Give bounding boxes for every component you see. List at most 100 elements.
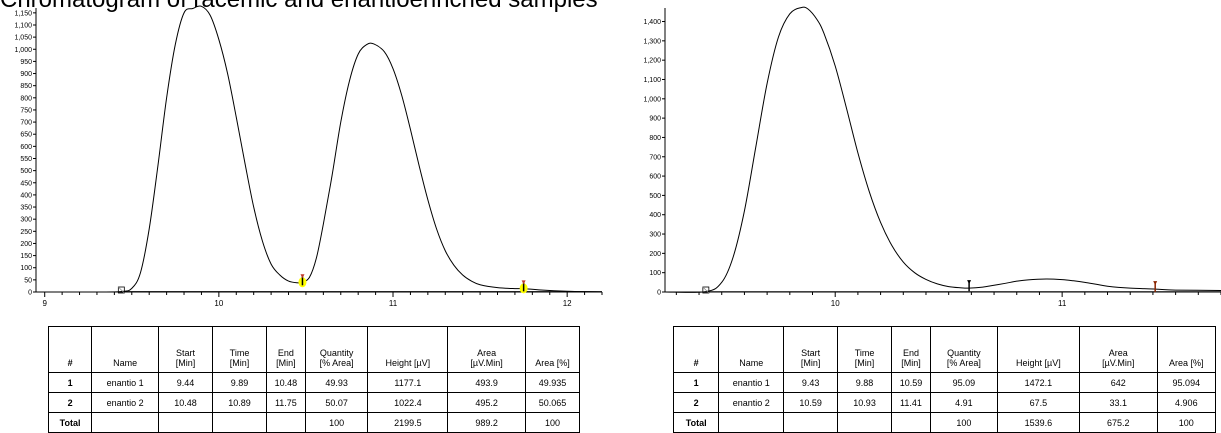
table-cell: 1022.4 [367, 392, 449, 413]
y-tick-label: 400 [649, 212, 661, 219]
table-cell: 9.88 [837, 372, 893, 393]
y-tick-label: 800 [20, 95, 32, 102]
table-cell: 1472.1 [996, 372, 1080, 393]
y-tick-label: 100 [649, 270, 661, 277]
table-cell: 50.065 [524, 392, 581, 413]
table-cell: 11.41 [891, 392, 931, 413]
peak-boundary-arrow [300, 274, 305, 279]
table-header-cell: Time [Min] [837, 326, 893, 373]
results-table-racemic: # Name Start [Min] Time [Min] End [Min] Quantity… [47, 326, 581, 433]
table-cell [265, 412, 306, 433]
table-cell: enantio 1 [91, 372, 160, 393]
table-cell: 100 [929, 412, 998, 433]
y-tick-label: 1,200 [643, 58, 661, 65]
table-cell: 495.2 [447, 392, 526, 413]
table-cell: 67.5 [996, 392, 1080, 413]
table-header-cell: Height [µV] [367, 326, 449, 373]
chromatogram-trace [664, 6, 1221, 293]
table-header-cell: # [672, 326, 720, 373]
table-cell [212, 412, 267, 433]
y-tick-label: 550 [20, 156, 32, 163]
x-tick-label: 11 [389, 299, 398, 308]
y-tick-label: 1,000 [643, 96, 661, 103]
y-tick-label: 300 [20, 217, 32, 224]
table-cell: 2199.5 [367, 412, 449, 433]
y-tick-label: 700 [649, 154, 661, 161]
y-tick-label: 900 [20, 71, 32, 78]
table-cell: 675.2 [1078, 412, 1158, 433]
chromatogram-racemic: 0 50 100 150 200 250 300 350 400 450 500 550 600 650 7… [14, 5, 603, 308]
table-header-cell: Quantity [% Area] [304, 326, 369, 373]
y-tick-label: 200 [20, 241, 32, 248]
y-tick-label: 450 [20, 180, 32, 187]
table-cell [837, 412, 893, 433]
table-row: 1 enantio 1 9.44 9.89 10.48 49.93 1177.1 493.9 4… [47, 372, 581, 393]
table-header-cell: Area [µV.Min] [1078, 326, 1158, 373]
y-tick-label: 800 [649, 135, 661, 142]
table-cell: 50.07 [304, 392, 369, 413]
table-header-cell: Area [µV.Min] [447, 326, 526, 373]
y-tick-label: 600 [20, 144, 32, 151]
results-table-enriched: # Name Start [Min] Time [Min] End [Min] Quantity… [672, 326, 1217, 433]
table-cell: enantio 1 [718, 372, 785, 393]
y-tick-label: 600 [649, 174, 661, 181]
y-tick-label: 100 [20, 265, 32, 272]
peak-start-marker-cross [702, 286, 710, 294]
table-header-cell: # [47, 326, 93, 373]
table-header-row: # Name Start [Min] Time [Min] End [Min] Quantity… [47, 326, 581, 373]
table-header-cell: Time [Min] [212, 326, 267, 373]
peak-start-marker-cross [118, 286, 125, 294]
table-cell: 1539.6 [996, 412, 1080, 433]
table-header-cell: Quantity [% Area] [929, 326, 998, 373]
table-cell: Total [47, 412, 93, 433]
chromatogram-trace [35, 5, 603, 293]
table-header-cell: Area [%] [524, 326, 581, 373]
table-row: Total 100 1539.6 675.2 100 [672, 412, 1217, 433]
y-tick-label: 200 [649, 251, 661, 258]
x-tick-label: 12 [563, 299, 572, 308]
y-tick-label: 1,100 [14, 22, 32, 29]
table-cell: 989.2 [447, 412, 526, 433]
table-cell [91, 412, 160, 433]
y-tick-label: 50 [24, 277, 32, 284]
y-tick-label: 0 [657, 290, 661, 297]
table-cell: 9.43 [783, 372, 839, 393]
table-cell: 10.59 [891, 372, 931, 393]
y-tick-label: 950 [20, 59, 32, 66]
table-cell: 4.91 [929, 392, 998, 413]
table-cell: 33.1 [1078, 392, 1158, 413]
table-header-cell: Start [Min] [783, 326, 839, 373]
y-tick-label: 1,100 [643, 77, 661, 84]
peak-start-marker [117, 286, 125, 294]
table-header-cell: End [Min] [891, 326, 931, 373]
page-title: Chromatogram of racemic and enantioenric… [0, 0, 598, 14]
peak-boundary-arrow [967, 280, 972, 285]
table-row: 1 enantio 1 9.43 9.88 10.59 95.09 1472.1 642 95.… [672, 372, 1217, 393]
y-tick-label: 250 [20, 229, 32, 236]
y-tick-label: 0 [28, 290, 32, 297]
x-tick-label: 10 [214, 299, 223, 308]
table-cell: 95.09 [929, 372, 998, 393]
y-tick-label: 350 [20, 205, 32, 212]
table-cell [783, 412, 839, 433]
table-cell: 49.93 [304, 372, 369, 393]
peak-boundary-arrow [1153, 281, 1158, 286]
table-cell [718, 412, 785, 433]
x-tick-label: 9 [42, 299, 47, 308]
table-cell: 1 [47, 372, 93, 393]
chromatogram-enriched: 0 100 200 300 400 500 600 700 800 900 1,000 1,100 1,… [643, 6, 1221, 308]
y-tick-label: 750 [20, 107, 32, 114]
table-cell: 100 [524, 412, 581, 433]
table-header-cell: Height [µV] [996, 326, 1080, 373]
y-tick-label: 1,050 [14, 35, 32, 42]
y-tick-label: 150 [20, 253, 32, 260]
y-tick-label: 300 [649, 232, 661, 239]
table-cell: enantio 2 [718, 392, 785, 413]
table-header-row: # Name Start [Min] Time [Min] End [Min] Quantity… [672, 326, 1217, 373]
table-cell: 49.935 [524, 372, 581, 393]
y-tick-label: 500 [20, 168, 32, 175]
table-header-cell: End [Min] [265, 326, 306, 373]
table-cell: 10.89 [212, 392, 267, 413]
peak-boundary-arrow [521, 280, 526, 285]
table-row: Total 100 2199.5 989.2 100 [47, 412, 581, 433]
